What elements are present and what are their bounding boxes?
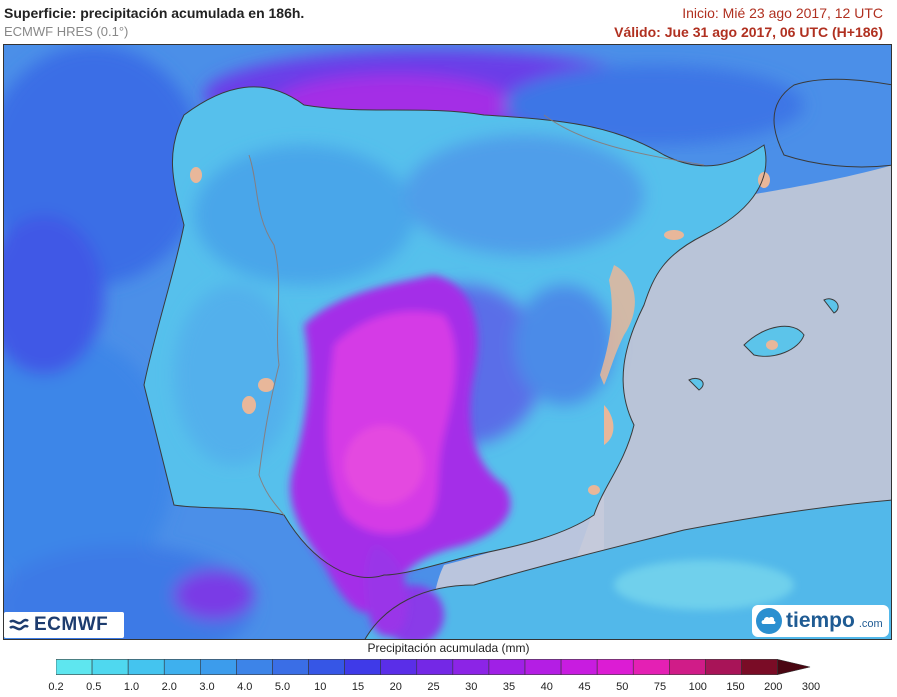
colorbar-label: 1.0 xyxy=(123,681,140,693)
colorbar-swatch xyxy=(632,659,670,675)
colorbar-label: 15 xyxy=(351,681,365,693)
colorbar-title: Precipitación acumulada (mm) xyxy=(367,641,530,655)
colorbar-swatch xyxy=(200,659,237,675)
colorbar-label: 300 xyxy=(801,681,821,693)
colorbar-swatch xyxy=(741,659,778,675)
colorbar-label: 0.5 xyxy=(86,681,102,693)
colorbar-label: 2.0 xyxy=(161,681,177,693)
ecmwf-wave-icon xyxy=(8,617,30,633)
colorbar-label: 35 xyxy=(502,681,516,693)
colorbar-swatch xyxy=(669,659,706,675)
tiempo-logo-suffix: .com xyxy=(858,618,883,630)
colorbar-label: 30 xyxy=(465,681,478,693)
colorbar-swatch xyxy=(524,659,562,675)
colorbar-label: 150 xyxy=(726,681,745,693)
atlantic-field xyxy=(4,45,254,639)
coastlines xyxy=(143,78,891,639)
colorbar-swatch xyxy=(705,659,742,675)
colorbar-swatch xyxy=(488,659,526,675)
colorbar-swatch xyxy=(416,659,454,675)
colorbar-label: 20 xyxy=(389,681,402,693)
colorbar-label: 0.2 xyxy=(48,681,64,693)
colorbar-label: 75 xyxy=(653,681,667,693)
colorbar-swatch xyxy=(127,659,165,675)
colorbar-swatch xyxy=(308,659,345,675)
ecmwf-logo-text: ECMWF xyxy=(34,614,109,635)
tiempo-logo-text: tiempo xyxy=(786,609,855,632)
colorbar-swatch xyxy=(56,659,93,675)
colorbar-swatch xyxy=(272,659,309,675)
tiempo-logo[interactable]: tiempo .com xyxy=(752,605,889,637)
precipitation-map[interactable] xyxy=(3,44,892,640)
colorbar-label: 50 xyxy=(616,681,629,693)
cloud-icon xyxy=(756,608,782,634)
colorbar-swatch xyxy=(163,659,201,675)
colorbar-swatch xyxy=(236,659,273,675)
model-label: ECMWF HRES (0.1°) xyxy=(4,24,129,39)
colorbar-swatch xyxy=(452,659,490,675)
map-canvas xyxy=(4,45,891,639)
colorbar-label: 3.0 xyxy=(199,681,215,693)
colorbar-label: 5.0 xyxy=(274,681,291,693)
valid-time: Válido: Jue 31 ago 2017, 06 UTC (H+186) xyxy=(614,24,883,40)
colorbar-swatch xyxy=(380,659,418,675)
colorbar-label: 100 xyxy=(688,681,707,693)
colorbar-extend-arrow xyxy=(777,659,811,675)
colorbar-swatch xyxy=(344,659,381,675)
urban-areas xyxy=(190,167,778,495)
colorbar-swatch xyxy=(560,659,598,675)
header-left: Superficie: precipitación acumulada en 1… xyxy=(4,4,304,42)
colorbar-label: 4.0 xyxy=(237,681,253,693)
map-title: Superficie: precipitación acumulada en 1… xyxy=(4,5,305,21)
ecmwf-logo: ECMWF xyxy=(4,612,124,638)
colorbar-label: 25 xyxy=(427,681,440,693)
colorbar-swatch xyxy=(596,659,634,675)
init-time: Inicio: Mié 23 ago 2017, 12 UTC xyxy=(682,5,883,21)
colorbar-label: 200 xyxy=(764,681,783,693)
colorbar-label: 45 xyxy=(578,681,591,693)
colorbar-label: 10 xyxy=(314,681,327,693)
borders xyxy=(248,114,705,516)
colorbar xyxy=(56,659,811,675)
colorbar-swatch xyxy=(91,659,129,675)
colorbar-label: 40 xyxy=(540,681,553,693)
header-right: Inicio: Mié 23 ago 2017, 12 UTC Válido: … xyxy=(614,4,883,42)
heavy-precip-core xyxy=(290,275,511,636)
